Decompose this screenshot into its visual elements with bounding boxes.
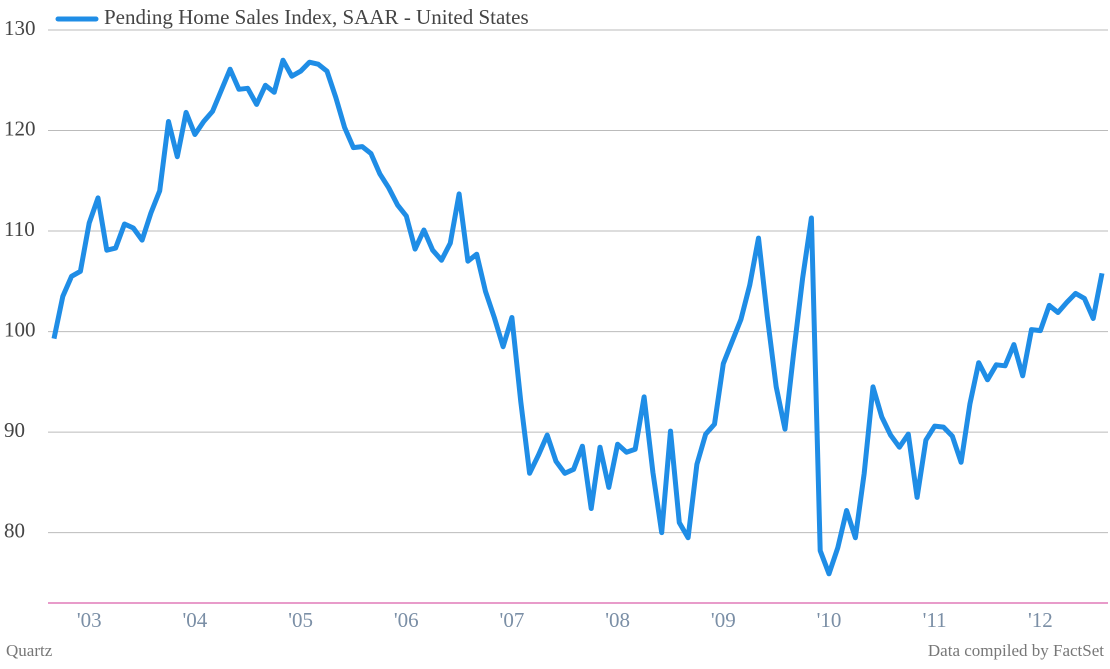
legend-label: Pending Home Sales Index, SAAR - United … [104, 5, 529, 29]
x-tick-label: '06 [394, 608, 419, 632]
y-tick-label: 110 [4, 217, 35, 241]
x-tick-label: '08 [605, 608, 630, 632]
y-tick-label: 100 [4, 317, 36, 341]
x-tick-label: '12 [1028, 608, 1053, 632]
x-tick-label: '11 [923, 608, 947, 632]
x-tick-label: '10 [817, 608, 842, 632]
credit: Quartz [6, 641, 53, 660]
y-tick-label: 130 [4, 16, 36, 40]
x-tick-label: '07 [500, 608, 525, 632]
source: Data compiled by FactSet [928, 641, 1104, 660]
line-series [51, 57, 1105, 577]
x-tick-label: '09 [711, 608, 736, 632]
y-tick-label: 80 [4, 518, 25, 542]
x-tick-label: '04 [183, 608, 208, 632]
y-tick-label: 120 [4, 116, 36, 140]
x-tick-label: '05 [288, 608, 313, 632]
x-tick-label: '03 [77, 608, 102, 632]
y-tick-label: 90 [4, 418, 25, 442]
